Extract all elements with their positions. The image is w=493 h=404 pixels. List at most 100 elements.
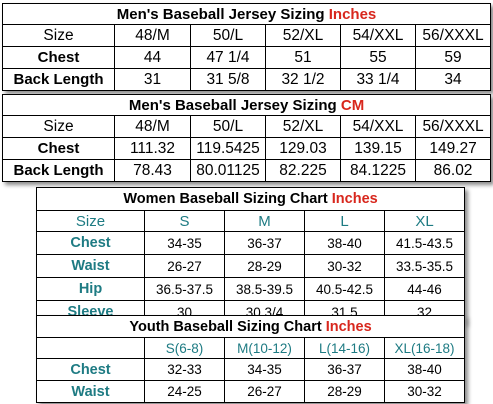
- table-title: Men's Baseball Jersey Sizing: [116, 5, 325, 23]
- row-label: Chest: [36, 231, 145, 255]
- table-title: Men's Baseball Jersey Sizing: [128, 96, 337, 114]
- table-row: Chest 111.32 119.5425 129.03 139.15 149.…: [2, 137, 492, 160]
- table-cell: 38-40: [304, 231, 385, 255]
- header-cell: 50/L: [190, 115, 266, 138]
- row-label: Waist: [36, 380, 145, 403]
- header-cell: 50/L: [190, 24, 266, 47]
- table-cell: 55: [340, 46, 416, 69]
- table-cell: 51: [265, 46, 341, 69]
- table-cell: 30-32: [383, 380, 466, 403]
- table-cell: 139.15: [340, 137, 416, 160]
- table-row: Waist 24-25 26-27 28-29 30-32: [36, 380, 466, 403]
- header-cell: S(6-8): [144, 337, 225, 359]
- table-cell: 26-27: [224, 380, 305, 403]
- women-title: Women Baseball Sizing Chart Inches: [35, 187, 466, 211]
- header-cell: 48/M: [114, 115, 191, 138]
- table-cell: 34-35: [224, 358, 305, 381]
- table-cell: 34-35: [144, 231, 225, 255]
- table-cell: 59: [415, 46, 491, 69]
- table-cell: 33.5-35.5: [383, 254, 466, 278]
- header-cell: 54/XXL: [340, 115, 416, 138]
- table-cell: 31: [114, 68, 191, 91]
- youth-table: Youth Baseball Sizing Chart Inches S(6-8…: [35, 315, 466, 403]
- mens-inches-title: Men's Baseball Jersey Sizing Inches: [2, 3, 491, 25]
- header-cell: [36, 337, 145, 359]
- table-cell: 28-29: [304, 380, 385, 403]
- header-cell: 52/XL: [265, 24, 341, 47]
- row-label: Waist: [36, 254, 145, 278]
- table-cell: 82.225: [265, 159, 341, 182]
- table-row: Chest 44 47 1/4 51 55 59: [2, 46, 491, 69]
- unit-label: Inches: [328, 5, 377, 23]
- table-cell: 34: [415, 68, 491, 91]
- header-cell: Size: [2, 115, 115, 138]
- header-cell: 48/M: [114, 24, 191, 47]
- table-cell: 111.32: [114, 137, 191, 160]
- mens-inches-table: Men's Baseball Jersey Sizing Inches Size…: [2, 3, 491, 91]
- table-cell: 80.01125: [190, 159, 266, 182]
- table-cell: 36-37: [224, 231, 305, 255]
- table-header-row: Size 48/M 50/L 52/XL 54/XXL 56/XXXL: [2, 115, 492, 138]
- table-cell: 24-25: [144, 380, 225, 403]
- table-cell: 33 1/4: [340, 68, 416, 91]
- table-cell: 78.43: [114, 159, 191, 182]
- header-cell: S: [144, 210, 225, 232]
- table-cell: 149.27: [414, 137, 492, 160]
- unit-label: Inches: [325, 318, 372, 335]
- header-cell: L(14-16): [304, 337, 385, 359]
- table-header-row: Size S M L XL: [36, 210, 466, 232]
- unit-label: Inches: [331, 191, 378, 207]
- row-label: Hip: [36, 277, 145, 301]
- header-cell: 52/XL: [265, 115, 341, 138]
- table-row: Chest 32-33 34-35 36-37 38-40: [36, 358, 466, 381]
- header-cell: M(10-12): [224, 337, 305, 359]
- header-cell: XL(16-18): [383, 337, 466, 359]
- table-cell: 86.02: [414, 159, 492, 182]
- table-cell: 41.5-43.5: [383, 231, 466, 255]
- table-header-row: Size 48/M 50/L 52/XL 54/XXL 56/XXXL: [2, 24, 491, 47]
- table-title: Women Baseball Sizing Chart: [123, 191, 328, 207]
- table-header-row: S(6-8) M(10-12) L(14-16) XL(16-18): [36, 337, 466, 359]
- table-row: Hip 36.5-37.5 38.5-39.5 40.5-42.5 44-46: [36, 277, 466, 301]
- row-label: Chest: [2, 46, 115, 69]
- table-cell: 30-32: [304, 254, 385, 278]
- table-cell: 32-33: [144, 358, 225, 381]
- table-cell: 31 5/8: [190, 68, 266, 91]
- table-cell: 36.5-37.5: [144, 277, 225, 301]
- table-cell: 119.5425: [190, 137, 266, 160]
- header-cell: XL: [383, 210, 466, 232]
- header-cell: 54/XXL: [340, 24, 416, 47]
- table-row: Back Length 31 31 5/8 32 1/2 33 1/4 34: [2, 68, 491, 91]
- row-label: Back Length: [2, 68, 115, 91]
- table-cell: 26-27: [144, 254, 225, 278]
- table-row: Back Length 78.43 80.01125 82.225 84.122…: [2, 159, 492, 182]
- mens-cm-table: Men's Baseball Jersey Sizing CM Size 48/…: [1, 94, 492, 182]
- header-cell: L: [304, 210, 385, 232]
- header-cell: Size: [2, 24, 115, 47]
- header-cell: Size: [36, 210, 145, 232]
- table-cell: 38.5-39.5: [224, 277, 305, 301]
- row-label: Chest: [36, 358, 145, 381]
- table-cell: 84.1225: [340, 159, 416, 182]
- table-cell: 44: [114, 46, 191, 69]
- table-cell: 38-40: [383, 358, 466, 381]
- table-row: Chest 34-35 36-37 38-40 41.5-43.5: [36, 231, 466, 255]
- row-label: Back Length: [2, 159, 115, 182]
- women-table: Women Baseball Sizing Chart Inches Size …: [35, 187, 466, 324]
- row-label: Chest: [2, 137, 115, 160]
- table-cell: 40.5-42.5: [304, 277, 385, 301]
- table-row: Waist 26-27 28-29 30-32 33.5-35.5: [36, 254, 466, 278]
- table-title: Youth Baseball Sizing Chart: [129, 318, 322, 335]
- youth-title: Youth Baseball Sizing Chart Inches: [35, 315, 466, 338]
- table-cell: 28-29: [224, 254, 305, 278]
- unit-label: CM: [340, 96, 365, 114]
- table-cell: 36-37: [304, 358, 385, 381]
- mens-cm-title: Men's Baseball Jersey Sizing CM: [1, 94, 492, 116]
- table-cell: 129.03: [265, 137, 341, 160]
- table-cell: 47 1/4: [190, 46, 266, 69]
- table-cell: 44-46: [383, 277, 466, 301]
- header-cell: 56/XXXL: [414, 115, 492, 138]
- header-cell: M: [224, 210, 305, 232]
- table-cell: 32 1/2: [265, 68, 341, 91]
- header-cell: 56/XXXL: [415, 24, 491, 47]
